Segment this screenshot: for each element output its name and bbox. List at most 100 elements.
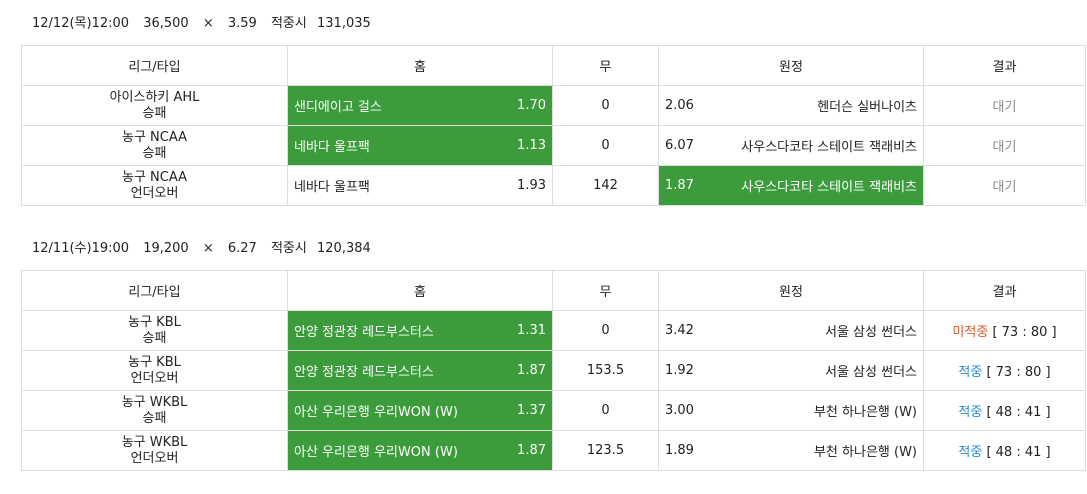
home-odds: 1.37	[517, 403, 546, 418]
bet-stake: 36,500	[143, 16, 189, 31]
column-header-away: 원정	[658, 45, 924, 86]
table-row: 아이스하키 AHL 승패 샌디에이고 걸스 1.70 0 2.06 헨더슨 실버나이츠 대기	[21, 85, 1086, 126]
column-header-home: 홈	[287, 270, 553, 311]
away-team: 사우스다코타 스테이트 잭래비츠	[741, 140, 917, 155]
league-name: 농구 WKBL	[121, 394, 188, 410]
league-name: 농구 NCAA	[121, 169, 187, 185]
bet-total-odds: 3.59	[227, 16, 257, 31]
result-status: 적중	[958, 445, 983, 460]
home-cell: 아산 우리은행 우리WON (W) 1.37	[287, 390, 553, 431]
home-cell: 안양 정관장 레드부스터스 1.31	[287, 310, 553, 351]
times-sign: ×	[202, 241, 214, 256]
home-team: 안양 정관장 레드부스터스	[294, 365, 434, 380]
payout-label: 적중시	[270, 16, 307, 31]
bet-total-odds: 6.27	[227, 241, 257, 256]
home-team: 네바다 울프팩	[294, 180, 370, 195]
result-cell: 대기	[923, 85, 1086, 126]
draw-cell: 0	[552, 85, 659, 126]
home-team: 아산 우리은행 우리WON (W)	[294, 405, 458, 420]
result-cell: 대기	[923, 125, 1086, 166]
away-cell: 6.07 사우스다코타 스테이트 잭래비츠	[658, 125, 924, 166]
home-cell: 샌디에이고 걸스 1.70	[287, 85, 553, 126]
result-score: [ 73 : 80 ]	[986, 365, 1051, 380]
table-row: 농구 WKBL 언더오버 아산 우리은행 우리WON (W) 1.87 123.5 1.8…	[21, 430, 1086, 471]
home-team: 샌디에이고 걸스	[294, 100, 382, 115]
league-cell: 농구 NCAA 승패	[21, 125, 288, 166]
home-team: 네바다 울프팩	[294, 140, 370, 155]
draw-cell: 0	[552, 390, 659, 431]
league-cell: 농구 NCAA 언더오버	[21, 165, 288, 206]
league-name: 농구 WKBL	[121, 434, 188, 450]
bet-type: 승패	[142, 105, 167, 121]
league-cell: 농구 KBL 언더오버	[21, 350, 288, 391]
result-cell: 미적중 [ 73 : 80 ]	[923, 310, 1086, 351]
bet-header: 12/12(목)12:00 36,500 × 3.59 적중시 131,035	[32, 14, 381, 34]
away-team: 부천 하나은행 (W)	[813, 405, 917, 420]
bet-table: 리그/타입 홈 무 원정 결과 아이스하키 AHL 승패 샌디에이고 걸스 1.70 0…	[21, 45, 1086, 206]
home-odds: 1.87	[517, 363, 546, 378]
times-sign: ×	[202, 16, 214, 31]
bet-type: 언더오버	[130, 450, 179, 466]
bet-table: 리그/타입 홈 무 원정 결과 농구 KBL 승패 안양 정관장 레드부스터스 1.3…	[21, 270, 1086, 471]
result-score: [ 48 : 41 ]	[986, 405, 1051, 420]
home-odds: 1.70	[517, 98, 546, 113]
table-row: 농구 KBL 언더오버 안양 정관장 레드부스터스 1.87 153.5 1.92 서울 삼…	[21, 350, 1086, 391]
away-team: 서울 삼성 썬더스	[825, 365, 917, 380]
payout-label: 적중시	[270, 241, 307, 256]
home-odds: 1.87	[517, 443, 546, 458]
draw-cell: 142	[552, 165, 659, 206]
league-cell: 아이스하키 AHL 승패	[21, 85, 288, 126]
column-header-result: 결과	[923, 270, 1086, 311]
bet-type: 승패	[142, 145, 167, 161]
column-header-result: 결과	[923, 45, 1086, 86]
result-cell: 적중 [ 48 : 41 ]	[923, 390, 1086, 431]
bet-payout: 120,384	[317, 241, 371, 256]
table-row: 농구 KBL 승패 안양 정관장 레드부스터스 1.31 0 3.42 서울 삼성 썬더스 미…	[21, 310, 1086, 351]
column-header-league: 리그/타입	[21, 45, 288, 86]
league-name: 농구 KBL	[128, 314, 181, 330]
table-header-row: 리그/타입 홈 무 원정 결과	[21, 270, 1086, 311]
bet-stake: 19,200	[143, 241, 189, 256]
away-odds: 1.92	[665, 363, 694, 378]
bet-type: 언더오버	[130, 185, 179, 201]
away-odds: 2.06	[665, 98, 694, 113]
home-cell: 네바다 울프팩 1.93	[287, 165, 553, 206]
column-header-draw: 무	[552, 270, 659, 311]
draw-cell: 0	[552, 310, 659, 351]
result-status: 미적중	[952, 325, 989, 340]
table-row: 농구 NCAA 승패 네바다 울프팩 1.13 0 6.07 사우스다코타 스테이트 잭래비…	[21, 125, 1086, 166]
away-team: 서울 삼성 썬더스	[825, 325, 917, 340]
home-team: 안양 정관장 레드부스터스	[294, 325, 434, 340]
away-cell: 1.87 사우스다코타 스테이트 잭래비츠	[658, 165, 924, 206]
away-cell: 1.92 서울 삼성 썬더스	[658, 350, 924, 391]
league-cell: 농구 WKBL 승패	[21, 390, 288, 431]
draw-cell: 0	[552, 125, 659, 166]
table-row: 농구 NCAA 언더오버 네바다 울프팩 1.93 142 1.87 사우스다코타 스테이트…	[21, 165, 1086, 206]
home-odds: 1.93	[517, 178, 546, 193]
draw-cell: 123.5	[552, 430, 659, 471]
result-cell: 적중 [ 73 : 80 ]	[923, 350, 1086, 391]
away-odds: 1.87	[665, 178, 694, 193]
bet-type: 승패	[142, 330, 167, 346]
away-cell: 1.89 부천 하나은행 (W)	[658, 430, 924, 471]
away-team: 부천 하나은행 (W)	[813, 445, 917, 460]
table-header-row: 리그/타입 홈 무 원정 결과	[21, 45, 1086, 86]
column-header-league: 리그/타입	[21, 270, 288, 311]
bet-datetime: 12/11(수)19:00	[32, 241, 130, 256]
home-team: 아산 우리은행 우리WON (W)	[294, 445, 458, 460]
draw-cell: 153.5	[552, 350, 659, 391]
away-cell: 2.06 헨더슨 실버나이츠	[658, 85, 924, 126]
bet-type: 승패	[142, 410, 167, 426]
result-status: 적중	[958, 405, 983, 420]
result-status: 대기	[992, 100, 1017, 115]
league-name: 아이스하키 AHL	[109, 89, 200, 105]
home-cell: 네바다 울프팩 1.13	[287, 125, 553, 166]
bet-header: 12/11(수)19:00 19,200 × 6.27 적중시 120,384	[32, 239, 381, 259]
result-status: 대기	[992, 180, 1017, 195]
column-header-away: 원정	[658, 270, 924, 311]
home-odds: 1.13	[517, 138, 546, 153]
away-cell: 3.00 부천 하나은행 (W)	[658, 390, 924, 431]
home-cell: 아산 우리은행 우리WON (W) 1.87	[287, 430, 553, 471]
league-cell: 농구 KBL 승패	[21, 310, 288, 351]
league-name: 농구 NCAA	[121, 129, 187, 145]
